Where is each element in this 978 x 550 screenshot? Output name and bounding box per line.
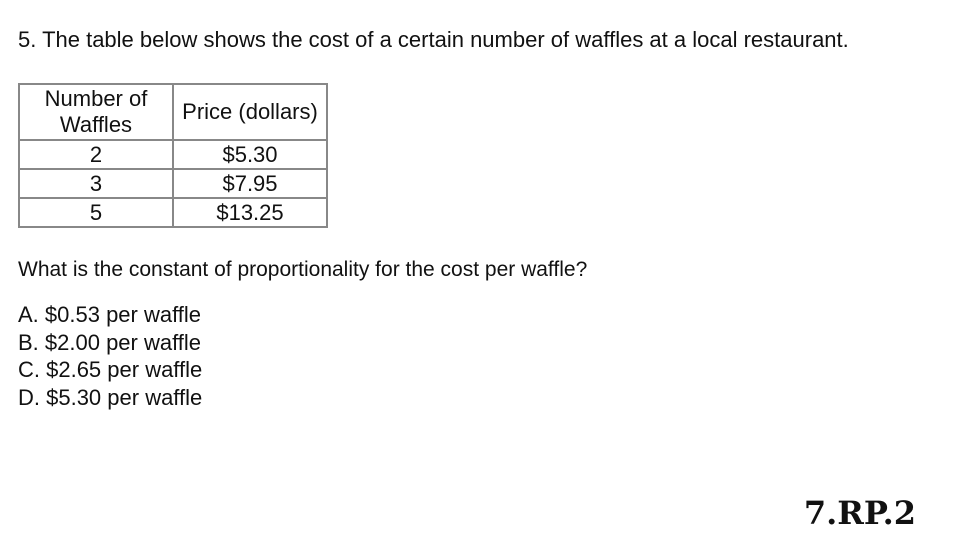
- option-d: D. $5.30 per waffle: [18, 385, 203, 410]
- option-c: C. $2.65 per waffle: [18, 357, 203, 382]
- cell-waffles: 3: [18, 168, 174, 199]
- cell-price: $5.30: [172, 139, 328, 170]
- table-row: 2 $5.30: [18, 139, 328, 170]
- cell-waffles: 2: [18, 139, 174, 170]
- option-a: A. $0.53 per waffle: [18, 302, 202, 327]
- cell-price: $7.95: [172, 168, 328, 199]
- header-number-of-waffles: Number of Waffles: [18, 83, 174, 141]
- question-text: What is the constant of proportionality …: [18, 258, 588, 281]
- header-price: Price (dollars): [172, 83, 328, 141]
- table-header-row: Number of Waffles Price (dollars): [18, 83, 328, 141]
- standard-code: 7.RP.2: [803, 494, 916, 532]
- waffle-price-table: Number of Waffles Price (dollars) 2 $5.3…: [18, 83, 328, 228]
- option-b: B. $2.00 per waffle: [18, 330, 202, 355]
- cell-price: $13.25: [172, 197, 328, 228]
- table-row: 5 $13.25: [18, 197, 328, 228]
- table-row: 3 $7.95: [18, 168, 328, 199]
- cell-waffles: 5: [18, 197, 174, 228]
- problem-title: 5. The table below shows the cost of a c…: [18, 27, 849, 52]
